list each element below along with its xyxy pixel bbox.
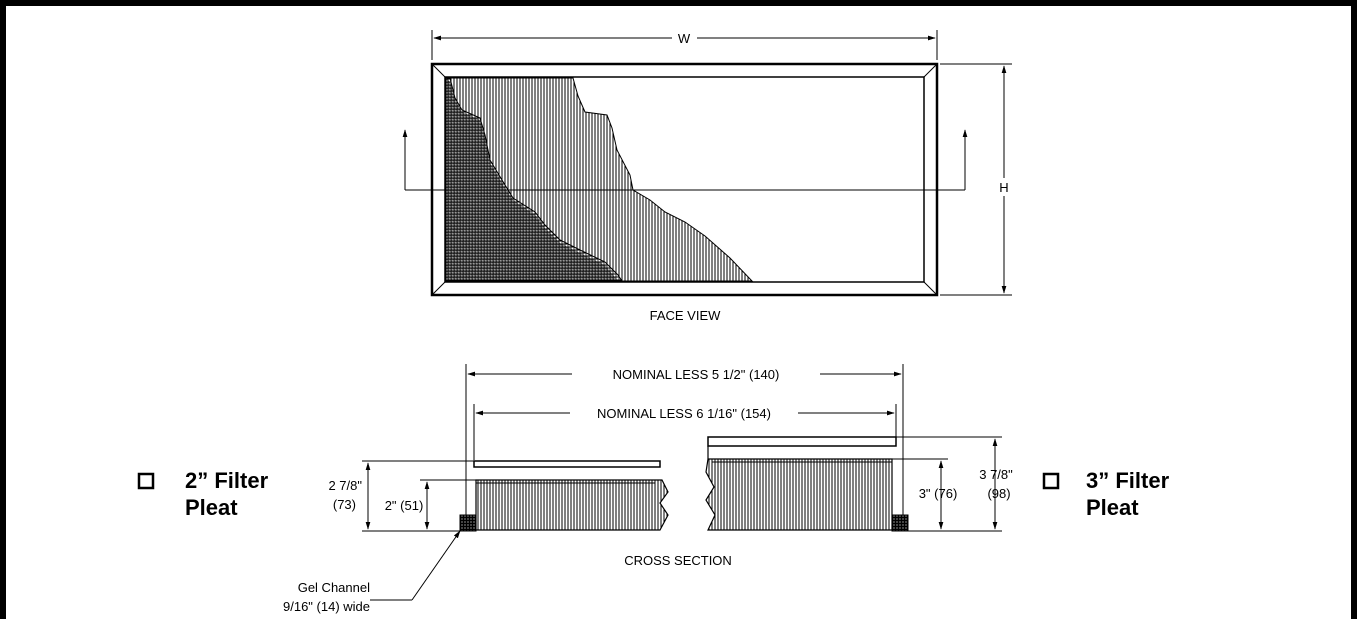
checkbox-3in-filter[interactable]	[1042, 472, 1060, 490]
gel-channel-label: Gel Channel	[298, 580, 370, 595]
height-dimension-label: H	[999, 180, 1008, 195]
option-3in-filter[interactable]: 3” Filter Pleat	[1042, 468, 1170, 520]
option-2in-label-line1: 2” Filter	[185, 468, 269, 493]
cross-section-title: CROSS SECTION	[624, 553, 732, 568]
width-dimension-label: W	[678, 31, 691, 46]
overall-depth-2in-line2: (73)	[333, 497, 356, 512]
face-view-title: FACE VIEW	[650, 308, 722, 323]
option-2in-label-line2: Pleat	[185, 495, 238, 520]
nominal-less-154-label: NOMINAL LESS 6 1/16" (154)	[597, 406, 771, 421]
nominal-less-140-label: NOMINAL LESS 5 1/2" (140)	[613, 367, 780, 382]
face-view: W H FACE VIEW	[402, 30, 1012, 323]
checkbox-2in-filter[interactable]	[137, 472, 155, 490]
overall-depth-3in-line2: (98)	[987, 486, 1010, 501]
overall-depth-2in-line1: 2 7/8"	[328, 478, 362, 493]
pleat-depth-2in: 2" (51)	[385, 498, 424, 513]
cross-section: NOMINAL LESS 5 1/2" (140) NOMINAL LESS 6…	[283, 364, 1013, 614]
pleat-depth-3in: 3" (76)	[919, 486, 958, 501]
option-3in-label-line2: Pleat	[1086, 495, 1139, 520]
option-2in-filter[interactable]: 2” Filter Pleat	[137, 468, 269, 520]
gel-channel-width: 9/16" (14) wide	[283, 599, 370, 614]
option-3in-label-line1: 3” Filter	[1086, 468, 1170, 493]
overall-depth-3in-line1: 3 7/8"	[979, 467, 1013, 482]
